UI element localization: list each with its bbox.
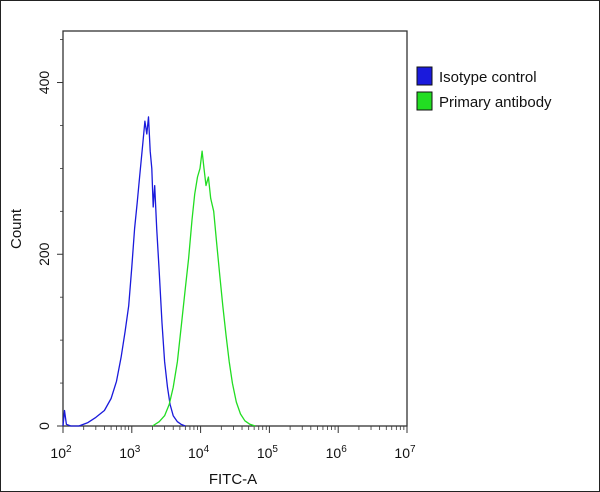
legend-label: Isotype control (439, 69, 537, 86)
y-axis-label: Count (8, 208, 25, 249)
axes (62, 30, 408, 427)
legend-swatch (416, 91, 433, 111)
x-axis-label: FITC-A (209, 471, 257, 488)
x-tick-label: 103 (119, 444, 141, 461)
y-tick-label: 0 (36, 422, 52, 430)
x-tick-label: 102 (50, 444, 72, 461)
x-tick-label: 104 (188, 444, 210, 461)
x-axis-ticks: 102 103 104 105 106 107 (50, 426, 416, 461)
y-tick-label: 200 (36, 242, 52, 266)
isotype-control-trace (62, 116, 186, 427)
x-tick-label: 106 (326, 444, 348, 461)
x-tick-label: 107 (394, 444, 416, 461)
legend: Isotype control Primary antibody (416, 66, 552, 111)
y-axis-ticks: 0 200 400 (36, 39, 63, 430)
legend-label: Primary antibody (439, 94, 552, 111)
y-tick-label: 400 (36, 71, 52, 95)
x-tick-label: 105 (257, 444, 279, 461)
plot-frame (62, 30, 408, 427)
histogram-series (62, 116, 256, 427)
primary-antibody-trace (152, 150, 256, 427)
legend-swatch (416, 66, 433, 86)
